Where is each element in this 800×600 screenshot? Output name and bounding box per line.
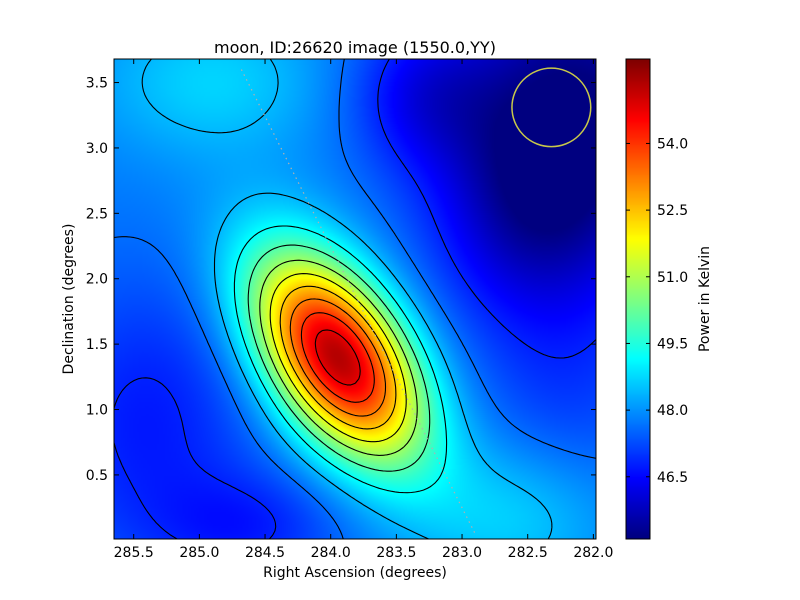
y-tick-label: 3.0 — [86, 141, 108, 157]
y-tick-label: 2.0 — [86, 272, 108, 288]
x-tick-label: 284.5 — [245, 545, 285, 561]
contour-line — [289, 298, 387, 417]
contour-line — [300, 312, 375, 403]
y-tick-label: 2.5 — [86, 206, 108, 222]
contour-line — [114, 59, 596, 539]
x-axis: 285.5 285.0 284.5 284.0 283.5 283.0 282.5 282.0 — [114, 59, 613, 561]
x-tick-label: 285.0 — [179, 545, 219, 561]
y-tick-label: 3.5 — [86, 76, 108, 92]
colorbar-tick-label: 51.0 — [657, 270, 688, 286]
heatmap-plot-area — [113, 58, 597, 540]
contour-line — [141, 59, 553, 539]
colorbar-tick-label: 54.0 — [657, 136, 688, 152]
colorbar-label: Power in Kelvin — [697, 246, 713, 352]
y-axis: 0.5 1.0 1.5 2.0 2.5 3.0 3.5 — [86, 76, 596, 484]
x-tick-label: 284.0 — [311, 545, 351, 561]
y-tick-label: 0.5 — [86, 468, 108, 484]
colorbar-ticks: 46.5 48.0 49.5 51.0 52.5 54.0 — [626, 136, 688, 486]
heatmap-image — [114, 59, 596, 539]
chart-title: moon, ID:26620 image (1550.0,YY) — [214, 38, 496, 57]
colorbar-frame — [625, 58, 651, 540]
beam-circle — [511, 67, 592, 148]
y-tick-label: 1.0 — [86, 403, 108, 419]
plot-frame — [113, 58, 597, 540]
x-tick-label: 283.0 — [442, 545, 482, 561]
x-axis-label: Right Ascension (degrees) — [263, 565, 447, 581]
x-tick-label: 285.5 — [114, 545, 154, 561]
colorbar: 46.5 48.0 49.5 51.0 52.5 54.0 Power in Kelvin — [625, 58, 713, 540]
x-tick-label: 283.5 — [376, 545, 416, 561]
colorbar-tick-label: 52.5 — [657, 203, 688, 219]
contour-line — [269, 273, 407, 443]
contour-line — [314, 329, 361, 386]
colorbar-tick-label: 48.0 — [657, 403, 688, 419]
contour-line — [259, 259, 418, 456]
colorbar-gradient — [626, 59, 650, 539]
track-line — [240, 69, 476, 535]
contour-lines — [114, 59, 596, 539]
contour-line — [233, 225, 448, 494]
contour-line — [114, 59, 596, 539]
colorbar-tick-label: 49.5 — [657, 336, 688, 352]
y-axis-label: Declination (degrees) — [61, 224, 77, 375]
contour-line — [279, 285, 397, 430]
colorbar-tick-label: 46.5 — [657, 470, 688, 486]
x-tick-label: 282.0 — [573, 545, 613, 561]
contour-line — [247, 244, 431, 472]
y-tick-label: 1.5 — [86, 337, 108, 353]
x-tick-label: 282.5 — [508, 545, 548, 561]
